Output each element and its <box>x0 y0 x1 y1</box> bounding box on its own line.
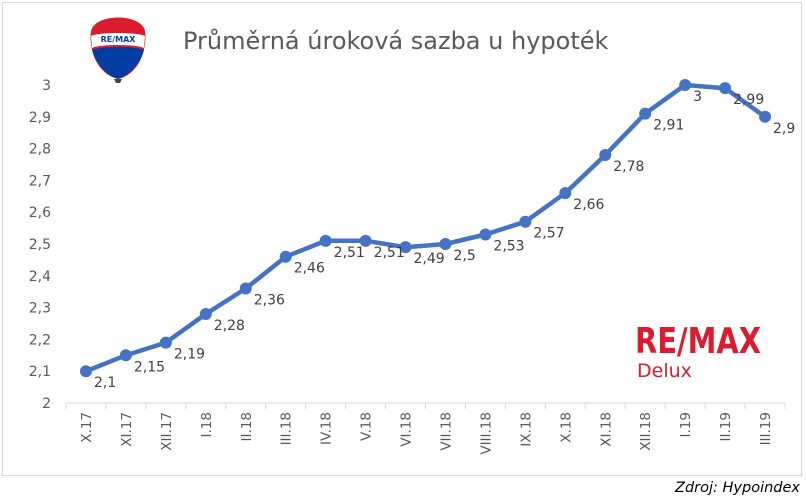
y-tick-label: 2,4 <box>29 269 51 285</box>
y-tick-label: 2,2 <box>29 332 51 348</box>
x-tick-label: XII.17 <box>159 412 175 451</box>
data-point <box>119 349 132 362</box>
y-tick-label: 2,8 <box>29 142 51 158</box>
x-tick-label: II.18 <box>239 412 255 441</box>
data-label: 2,1 <box>94 375 116 391</box>
data-points <box>79 79 772 378</box>
data-label: 3 <box>693 89 702 105</box>
data-label: 2,78 <box>613 159 644 175</box>
source-note: Zdroj: Hypoindex <box>675 480 800 496</box>
y-tick-label: 2,7 <box>29 173 51 189</box>
remax-delux-logo: RE/MAX Delux <box>635 321 761 382</box>
data-label: 2,66 <box>573 197 604 213</box>
y-tick-label: 3 <box>42 78 51 94</box>
x-tick-label: III.19 <box>758 412 774 445</box>
y-axis: 2 2,1 2,2 2,3 2,4 2,5 2,6 2,7 2,8 2,9 3 <box>29 78 51 412</box>
x-tick-label: X.18 <box>558 412 574 443</box>
y-tick-label: 2,3 <box>29 301 51 317</box>
data-label: 2,53 <box>493 238 524 254</box>
data-label: 2,15 <box>134 359 165 375</box>
data-label: 2,9 <box>773 121 795 137</box>
chart-frame: RE/MAX Průměrná úroková sazba u hypoték … <box>2 2 802 476</box>
x-tick-label: I.19 <box>678 412 694 437</box>
x-tick-label: XII.18 <box>638 412 654 451</box>
data-point <box>359 234 372 247</box>
data-label: 2,99 <box>733 92 764 108</box>
data-point <box>399 241 412 254</box>
y-tick-label: 2,6 <box>29 205 51 221</box>
series-line <box>83 82 768 374</box>
data-point <box>599 148 612 161</box>
x-tick-label: XI.18 <box>598 412 614 447</box>
x-tick-label: XI.17 <box>119 412 135 447</box>
x-tick-label: III.18 <box>279 412 295 445</box>
x-tick-label: IX.18 <box>518 412 534 447</box>
data-label: 2,46 <box>294 261 325 277</box>
data-point <box>639 107 652 120</box>
x-tick-label: II.19 <box>718 412 734 441</box>
data-point <box>559 187 572 200</box>
data-label: 2,28 <box>214 318 245 334</box>
x-tick-label: I.18 <box>199 412 215 437</box>
data-point <box>759 110 772 123</box>
data-label: 2,36 <box>254 293 285 309</box>
data-label: 2,57 <box>533 226 564 242</box>
y-tick-label: 2,9 <box>29 110 51 126</box>
data-point <box>159 336 172 349</box>
chart: RE/MAX Průměrná úroková sazba u hypoték … <box>29 17 795 455</box>
x-tick-label: IV.18 <box>319 412 335 445</box>
y-tick-label: 2 <box>42 396 51 412</box>
data-point <box>439 238 452 250</box>
data-point <box>319 234 332 247</box>
data-label: 2,91 <box>653 118 684 134</box>
remax-logo-subtext: Delux <box>637 360 692 382</box>
x-tick-label: VIII.18 <box>478 412 494 455</box>
x-tick-label: VII.18 <box>438 412 454 451</box>
data-point <box>719 82 732 95</box>
y-tick-label: 2,1 <box>29 364 51 380</box>
balloon-logo: RE/MAX <box>90 17 146 83</box>
data-point <box>279 250 292 263</box>
remax-logo-text: RE/MAX <box>635 321 761 362</box>
data-point <box>519 215 532 228</box>
data-point <box>79 365 92 378</box>
x-tick-label: V.18 <box>359 412 375 441</box>
data-point <box>199 307 212 320</box>
data-label: 2,51 <box>374 245 405 261</box>
x-tick-label: VI.18 <box>399 412 415 447</box>
data-label: 2,49 <box>414 251 445 267</box>
data-label: 2,5 <box>453 248 475 264</box>
y-tick-label: 2,5 <box>29 237 51 253</box>
data-labels: 2,1 2,15 2,19 2,28 2,36 2,46 2,51 2,51 2,49 2,5 2,… <box>94 89 795 391</box>
x-axis: X.17 XI.17 XII.17 I.18 II.18 III.18 IV.18 V.18 V… <box>65 402 786 455</box>
data-label: 2,51 <box>334 245 365 261</box>
x-tick-label: X.17 <box>79 412 95 443</box>
data-point <box>679 79 692 91</box>
data-point <box>479 228 492 241</box>
data-point <box>239 282 252 295</box>
data-label: 2,19 <box>174 347 205 363</box>
chart-title: Průměrná úroková sazba u hypoték <box>183 27 608 55</box>
balloon-logo-text: RE/MAX <box>101 35 137 44</box>
